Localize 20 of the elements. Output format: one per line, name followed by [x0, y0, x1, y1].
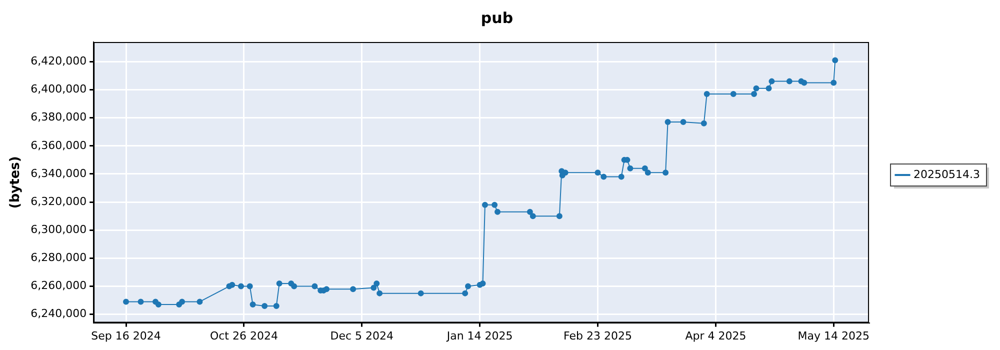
chart-title: pub	[480, 8, 514, 27]
y-tick-label: 6,380,000	[30, 110, 87, 124]
y-tick-label: 6,400,000	[30, 82, 87, 96]
legend-label: 20250514.3	[914, 168, 980, 181]
x-tick-label: Dec 5 2024	[330, 329, 394, 342]
y-tick-label: 6,260,000	[30, 279, 87, 292]
y-tick-label: 6,320,000	[30, 194, 87, 208]
x-tick-label: Sep 16 2024	[91, 329, 161, 342]
x-tick-label: Jan 14 2025	[446, 329, 513, 342]
y-tick-label: 6,300,000	[30, 222, 87, 236]
y-tick-label: 6,340,000	[30, 166, 87, 180]
x-tick-label: May 14 2025	[798, 329, 870, 342]
x-tick-label: Oct 26 2024	[210, 329, 278, 342]
y-tick-label: 6,240,000	[30, 307, 87, 320]
y-tick-label: 6,360,000	[30, 138, 87, 152]
x-tick-label: Feb 23 2025	[564, 329, 632, 342]
y-tick-label: 6,280,000	[30, 251, 87, 264]
y-axis-title: (bytes)	[8, 156, 24, 209]
y-tick-label: 6,420,000	[30, 54, 87, 68]
x-tick-label: Apr 4 2025	[685, 329, 746, 342]
